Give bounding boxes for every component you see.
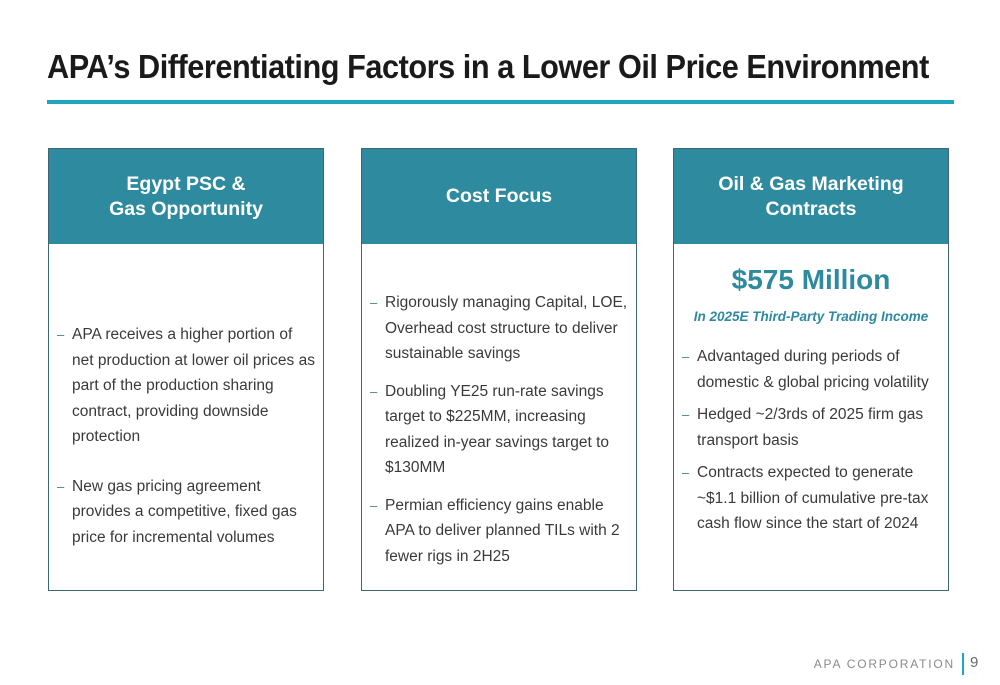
card-marketing-contracts: Oil & Gas Marketing Contracts $575 Milli… — [673, 148, 949, 591]
list-item: – Permian efficiency gains enable APA to… — [370, 493, 628, 570]
list-item: – Contracts expected to generate ~$1.1 b… — [682, 460, 940, 537]
bullet-marker: – — [370, 295, 378, 310]
page-number: 9 — [970, 654, 979, 671]
card-header: Cost Focus — [362, 149, 636, 244]
bullet-text: Hedged ~2/3rds of 2025 firm gas transpor… — [697, 406, 924, 449]
bullet-marker: – — [370, 383, 378, 399]
list-item: – Advantaged during periods of domestic … — [682, 344, 940, 395]
card-body: $575 Million In 2025E Third-Party Tradin… — [674, 244, 948, 590]
bullet-text: APA receives a higher portion of net pro… — [72, 326, 315, 445]
bullet-marker: – — [682, 465, 690, 480]
list-item: – APA receives a higher portion of net p… — [57, 322, 315, 450]
bullet-text: Rigorously managing Capital, LOE, Overhe… — [385, 294, 628, 362]
card-egypt-psc: Egypt PSC & Gas Opportunity – APA receiv… — [48, 148, 324, 591]
list-item: – Rigorously managing Capital, LOE, Over… — [370, 290, 628, 367]
list-item: – New gas pricing agreement provides a c… — [57, 474, 315, 551]
slide-title: APA’s Differentiating Factors in a Lower… — [47, 48, 929, 85]
list-item: – Doubling YE25 run-rate savings target … — [370, 379, 628, 481]
bullet-text: New gas pricing agreement provides a com… — [72, 477, 297, 546]
bullet-marker: – — [370, 497, 378, 513]
card-cost-focus: Cost Focus – Rigorously managing Capital… — [361, 148, 637, 591]
footer-divider — [962, 653, 964, 675]
bullet-marker: – — [57, 327, 65, 342]
highlight-figure: $575 Million — [731, 264, 891, 295]
bullet-text: Advantaged during periods of domestic & … — [697, 348, 929, 391]
card-body: – APA receives a higher portion of net p… — [49, 244, 323, 590]
bullet-marker: – — [682, 407, 690, 422]
bullet-marker: – — [57, 478, 65, 494]
highlight-caption: In 2025E Third-Party Trading Income — [693, 309, 929, 324]
bullet-list: – Rigorously managing Capital, LOE, Over… — [370, 290, 628, 569]
bullet-text: Doubling YE25 run-rate savings target to… — [385, 382, 610, 477]
footer-brand: APA CORPORATION — [813, 657, 955, 671]
bullet-marker: – — [682, 349, 690, 364]
card-header: Oil & Gas Marketing Contracts — [674, 149, 948, 244]
bullet-list: – Advantaged during periods of domestic … — [682, 344, 940, 537]
bullet-text: Contracts expected to generate ~$1.1 bil… — [697, 464, 929, 532]
card-header: Egypt PSC & Gas Opportunity — [49, 149, 323, 244]
bullet-list: – APA receives a higher portion of net p… — [57, 322, 315, 550]
title-divider — [47, 100, 954, 104]
card-body: – Rigorously managing Capital, LOE, Over… — [362, 244, 636, 590]
bullet-text: Permian efficiency gains enable APA to d… — [385, 496, 620, 565]
list-item: – Hedged ~2/3rds of 2025 firm gas transp… — [682, 402, 940, 453]
